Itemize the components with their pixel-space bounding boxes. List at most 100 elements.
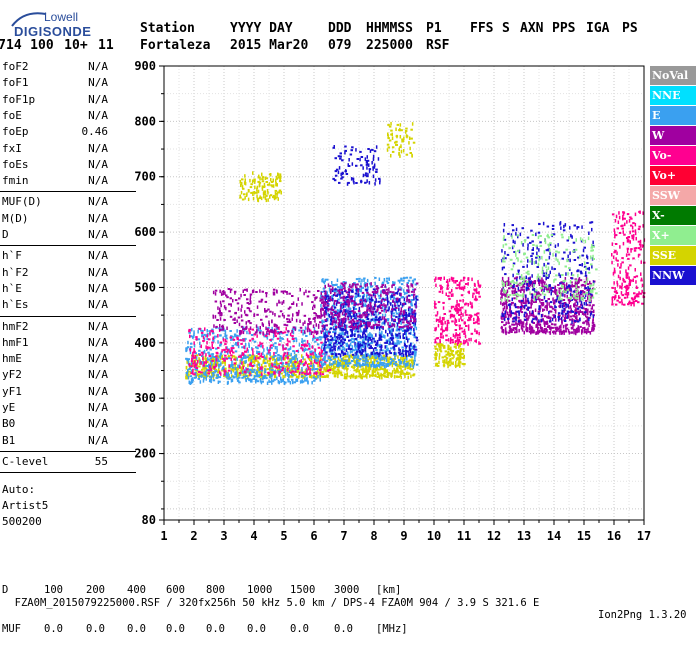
echo-point [263, 359, 266, 361]
echo-point [248, 320, 251, 322]
echo-point [390, 373, 393, 375]
echo-point [355, 287, 358, 289]
echo-point [405, 345, 407, 349]
echo-point [255, 379, 257, 381]
echo-point [253, 314, 255, 318]
echo-point [402, 321, 405, 323]
echo-point [273, 371, 276, 373]
echo-point [459, 361, 462, 363]
echo-point [459, 337, 462, 339]
echo-point [215, 355, 218, 357]
echo-point [244, 310, 246, 314]
echo-point [333, 373, 336, 375]
echo-point [191, 362, 193, 366]
echo-point [410, 283, 412, 287]
echo-point [273, 184, 275, 188]
echo-point [218, 364, 221, 366]
echo-point [327, 292, 329, 296]
echo-point [348, 348, 351, 350]
echo-point [277, 338, 280, 340]
echo-point [374, 301, 377, 303]
echo-point [439, 316, 441, 320]
echo-point [508, 332, 511, 334]
echo-point [399, 154, 401, 158]
echo-point [234, 363, 237, 365]
echo-point [406, 314, 408, 318]
echo-point [465, 314, 468, 316]
echo-point [228, 303, 231, 305]
echo-point [369, 181, 371, 185]
echo-point [333, 357, 336, 359]
echo-point [228, 378, 231, 380]
echo-point [298, 329, 301, 331]
echo-point [266, 331, 268, 335]
echo-point [301, 379, 303, 383]
echo-point [281, 291, 284, 293]
echo-point [356, 288, 358, 292]
echo-point [296, 350, 299, 352]
echo-point [320, 361, 323, 363]
echo-point [400, 129, 403, 131]
echo-point [354, 369, 357, 371]
echo-point [366, 292, 369, 294]
echo-point [383, 357, 385, 361]
echo-point [321, 279, 323, 283]
echo-point [243, 290, 245, 294]
echo-point [279, 357, 281, 361]
echo-point [455, 318, 457, 322]
echo-point [351, 338, 354, 340]
echo-point [471, 306, 474, 308]
echo-point [375, 349, 378, 351]
echo-point [455, 351, 457, 355]
echo-point [416, 299, 419, 301]
echo-point [442, 356, 445, 358]
echo-point [332, 316, 335, 318]
echo-point [375, 295, 377, 299]
echo-point [379, 297, 382, 299]
echo-point [186, 373, 188, 377]
echo-point [461, 307, 464, 309]
echo-point [370, 337, 372, 341]
echo-point [230, 316, 233, 318]
echo-point [363, 331, 365, 335]
echo-point [367, 318, 370, 320]
echo-point [189, 335, 191, 339]
echo-point [238, 381, 241, 383]
echo-point [211, 376, 213, 380]
echo-point [191, 372, 194, 374]
echo-point [288, 352, 290, 356]
echo-point [384, 342, 387, 344]
echo-point [293, 301, 295, 305]
echo-point [365, 360, 367, 364]
echo-point [251, 363, 253, 367]
echo-point [194, 360, 196, 364]
echo-point [381, 345, 383, 349]
echo-point [331, 313, 334, 315]
echo-point [329, 285, 332, 287]
echo-point [354, 342, 356, 346]
echo-point [588, 324, 590, 328]
echo-point [444, 345, 446, 349]
echo-point [231, 364, 234, 366]
echo-point [355, 376, 357, 380]
echo-point [273, 179, 275, 183]
echo-point [412, 284, 414, 288]
echo-point [391, 315, 393, 319]
echo-point [329, 362, 331, 366]
echo-point [399, 318, 402, 320]
echo-point [382, 368, 385, 370]
echo-point [400, 135, 402, 139]
echo-point [228, 372, 230, 376]
echo-point [321, 292, 323, 296]
echo-point [443, 330, 446, 332]
echo-point [294, 381, 297, 383]
echo-point [351, 360, 354, 362]
echo-point [434, 307, 437, 309]
echo-point [287, 368, 289, 372]
echo-point [250, 301, 252, 305]
echo-point [398, 307, 400, 311]
echo-point [394, 375, 396, 379]
echo-point [324, 358, 326, 362]
echo-point [209, 355, 212, 357]
echo-point [299, 320, 301, 324]
